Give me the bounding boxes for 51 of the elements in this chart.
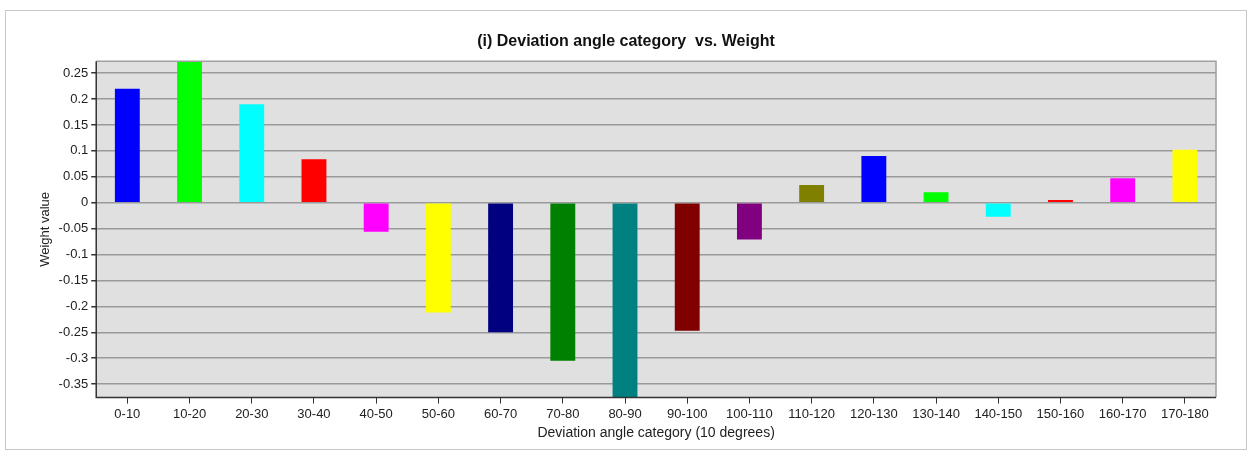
x-tick-label: 50-60 [421,405,456,421]
x-tick-label: 0-10 [114,405,141,421]
bar [861,156,887,202]
bar [1110,178,1136,202]
y-axis-title: Weight value [37,191,53,267]
y-tick-label: -0.1 [65,246,89,262]
y-tick-label: -0.2 [65,297,89,313]
x-tick-label: 110-120 [788,405,836,421]
bar [425,203,451,313]
chart-title: (i) Deviation angle category vs. Weight [477,32,776,50]
x-tick-label: 130-140 [912,405,960,421]
bar [612,203,638,398]
bar [736,203,762,240]
bar [363,203,389,232]
x-tick-label: 90-100 [666,405,708,421]
x-tick-label: 20-30 [235,405,269,421]
x-axis-title: Deviation angle category (10 degrees) [537,424,775,441]
y-tick-label: -0.35 [58,375,89,391]
y-tick-label: 0.15 [62,116,89,132]
x-tick-label: 160-170 [1098,405,1147,421]
y-tick-label: 0 [81,194,89,210]
x-tick-label: 70-80 [546,405,580,421]
x-tick-label: 60-70 [483,405,518,421]
bar [923,192,949,202]
bar [985,203,1011,217]
bar [177,61,202,202]
bar [301,159,327,202]
y-tick-label: -0.15 [58,272,89,288]
y-tick-label: -0.3 [65,349,89,365]
bar [550,203,576,361]
x-tick-label: 170-180 [1161,405,1209,421]
y-tick-label: 0.25 [62,64,89,80]
y-tick-label: -0.05 [58,220,89,236]
x-tick-label: 140-150 [974,405,1023,421]
y-tick-label: 0.05 [62,168,89,184]
y-tick-label: 0.2 [70,90,89,106]
y-tick-label: -0.25 [58,323,89,339]
x-tick-label: 80-90 [608,405,642,421]
x-tick-label: 150-160 [1036,405,1085,421]
x-tick-label: 120-130 [849,405,898,421]
x-tick-label: 30-40 [297,405,331,421]
x-tick-label: 10-20 [172,405,207,421]
x-tick-label: 40-50 [359,405,393,421]
bar [1172,149,1198,202]
bar [488,203,514,333]
x-tick-label: 100-110 [726,405,773,421]
bar [114,88,140,202]
y-tick-label: 0.1 [70,142,89,158]
bar [239,104,265,202]
bar [799,185,825,202]
bar [674,203,700,331]
